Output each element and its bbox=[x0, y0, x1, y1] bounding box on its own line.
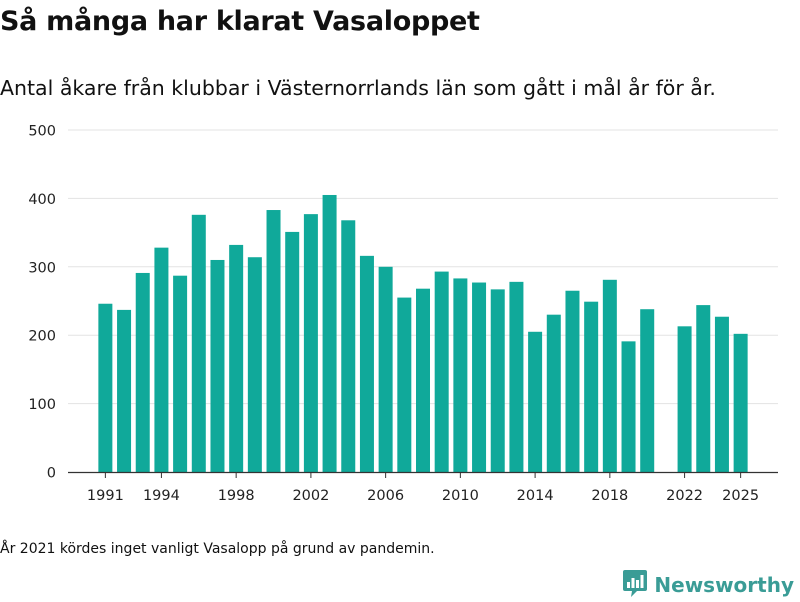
footnote: År 2021 kördes inget vanligt Vasalopp på… bbox=[0, 541, 435, 557]
bar bbox=[210, 259, 225, 472]
bar bbox=[546, 314, 561, 472]
brand-logo: Newsworthy bbox=[622, 568, 794, 602]
bar bbox=[285, 231, 300, 472]
bar bbox=[490, 289, 505, 472]
bar bbox=[528, 331, 543, 472]
bar bbox=[359, 255, 374, 472]
bar bbox=[322, 194, 337, 473]
bar bbox=[602, 279, 617, 472]
bar bbox=[434, 271, 449, 472]
bar bbox=[303, 214, 318, 472]
bar bbox=[565, 290, 580, 472]
bar bbox=[117, 309, 132, 472]
chart-subtitle: Antal åkare från klubbar i Västernorrlan… bbox=[0, 76, 716, 100]
bar bbox=[733, 333, 748, 472]
bar bbox=[191, 214, 206, 473]
x-tick-label: 2014 bbox=[517, 488, 554, 504]
bar-chart: 0 100 200 300 400 500 1991 1994 1998 2002 2006 2010… bbox=[28, 124, 778, 504]
bar bbox=[416, 288, 430, 472]
bar bbox=[378, 266, 393, 472]
bar bbox=[584, 301, 599, 472]
y-tick-label: 100 bbox=[28, 397, 56, 413]
x-tick-label: 2025 bbox=[722, 488, 759, 504]
x-tick-label: 2006 bbox=[367, 488, 404, 504]
chart-title: Så många har klarat Vasaloppet bbox=[0, 6, 480, 37]
bar bbox=[154, 247, 169, 472]
y-tick-label: 200 bbox=[28, 329, 56, 345]
bar bbox=[696, 305, 711, 472]
bar bbox=[397, 297, 412, 472]
bar bbox=[247, 257, 262, 472]
bar bbox=[509, 281, 524, 472]
x-tick-label: 1994 bbox=[143, 488, 180, 504]
x-tick-label: 2022 bbox=[666, 488, 703, 504]
y-tick-label: 500 bbox=[28, 124, 56, 140]
bar bbox=[621, 341, 636, 472]
bar bbox=[453, 278, 468, 472]
bar-chart-speech-bubble-icon bbox=[622, 568, 648, 602]
y-tick-label: 400 bbox=[28, 192, 56, 208]
y-tick-label: 0 bbox=[47, 466, 56, 482]
bar bbox=[135, 272, 150, 472]
y-tick-label: 300 bbox=[28, 260, 56, 276]
bar bbox=[714, 316, 729, 472]
bar bbox=[677, 326, 692, 472]
bar bbox=[98, 303, 113, 472]
x-tick-label: 2002 bbox=[292, 488, 329, 504]
x-tick-label: 1998 bbox=[218, 488, 255, 504]
x-tick-label: 2010 bbox=[442, 488, 479, 504]
bar bbox=[229, 244, 244, 472]
x-tick-label: 1991 bbox=[87, 488, 124, 504]
x-tick-label: 2018 bbox=[591, 488, 628, 504]
bar bbox=[266, 210, 281, 472]
bar bbox=[472, 282, 487, 472]
bar bbox=[640, 309, 655, 472]
brand-name: Newsworthy bbox=[654, 573, 794, 597]
bar bbox=[173, 275, 188, 472]
bar bbox=[341, 220, 356, 472]
